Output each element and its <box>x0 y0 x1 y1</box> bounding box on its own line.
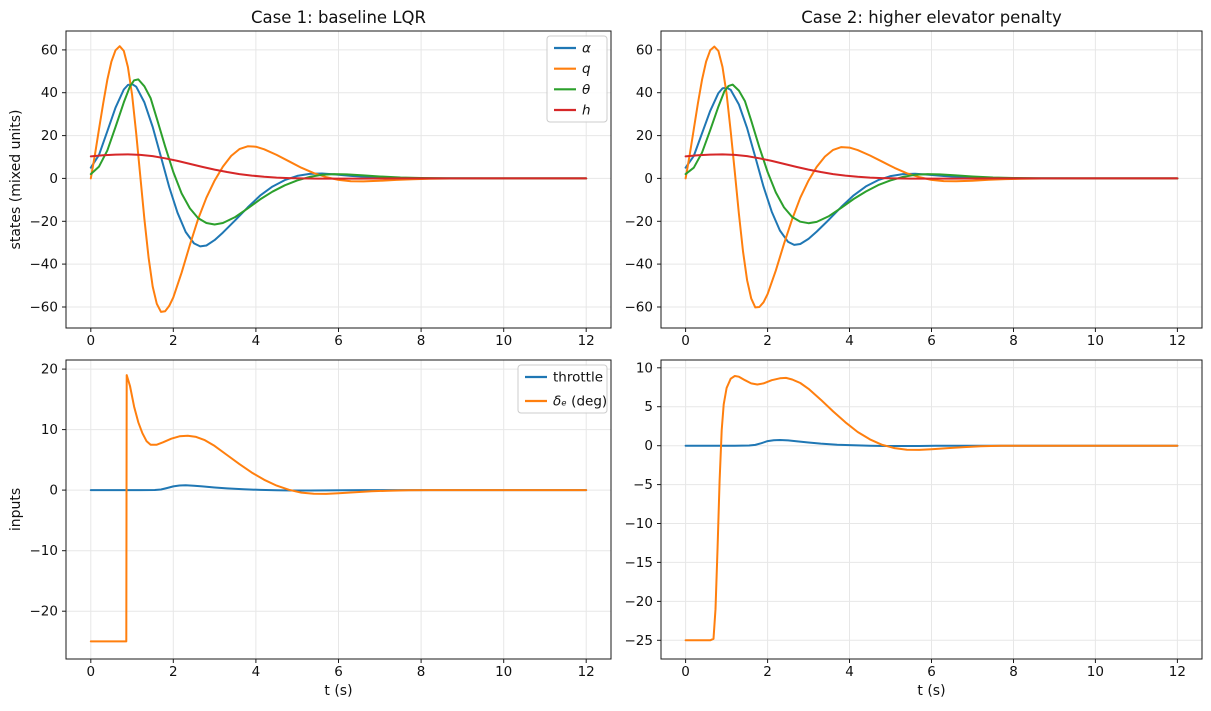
y-tick-label: 20 <box>41 128 58 144</box>
x-tick-label: 0 <box>87 664 96 680</box>
series-line-throttle <box>684 439 1179 447</box>
x-axis-label: t (s) <box>324 683 352 699</box>
x-tick-label: 10 <box>495 333 512 349</box>
legend-label-delta-e: δₑ (deg) <box>553 394 607 410</box>
series-line-delta-e <box>89 374 588 643</box>
y-tick-label: −40 <box>625 257 654 273</box>
grid <box>661 360 1202 659</box>
subplot-case2-inputs: 0 2 4 6 8 10 12 −25 −20 −15 −10 −5 0 5 10 t (s) <box>625 359 1203 699</box>
y-tick-label: 10 <box>41 422 58 438</box>
y-tick-label: −10 <box>30 543 59 559</box>
x-tick-label: 6 <box>334 664 343 680</box>
series-line-q <box>684 45 1179 309</box>
subplot-title: Case 1: baseline LQR <box>251 8 426 27</box>
y-tick-label: −15 <box>625 555 654 571</box>
y-tick-label: −60 <box>30 300 59 316</box>
series-line-delta-e <box>684 375 1179 642</box>
x-tick-label: 10 <box>1087 664 1104 680</box>
legend-box <box>546 35 608 123</box>
y-axis-label: states (mixed units) <box>8 110 24 250</box>
grid <box>66 31 611 328</box>
y-tick-label: 60 <box>41 42 58 58</box>
x-tick-label: 12 <box>1169 664 1186 680</box>
legend-label-theta: θ <box>582 82 590 98</box>
x-tick-label: 8 <box>417 333 426 349</box>
x-tick-label: 8 <box>1009 664 1018 680</box>
series-group <box>89 45 588 313</box>
x-tick-label: 6 <box>334 333 343 349</box>
series-group <box>684 45 1179 309</box>
x-tick-label: 4 <box>845 333 854 349</box>
y-tick-label: −40 <box>30 257 59 273</box>
x-tick-label: 2 <box>169 333 178 349</box>
y-tick-label: 5 <box>644 399 653 415</box>
y-tick-label: 40 <box>636 85 653 101</box>
series-line-h <box>684 153 1179 180</box>
legend-label-q: q <box>582 61 591 77</box>
x-tick-label: 10 <box>495 664 512 680</box>
y-tick-label: −20 <box>30 604 59 620</box>
legend-label-text: (deg) <box>567 394 607 410</box>
x-axis-label: t (s) <box>917 683 945 699</box>
legend-label-math: δₑ <box>553 394 567 410</box>
subplot-case2-states: 0 2 4 6 8 10 12 −60 −40 −20 0 20 40 60 Case 2: higher … <box>625 8 1203 349</box>
legend-label-throttle: throttle <box>553 370 603 386</box>
series-line-h <box>89 153 588 180</box>
legend-label-math: α <box>582 41 591 57</box>
x-tick-label: 12 <box>578 333 595 349</box>
x-tick-label: 12 <box>1169 333 1186 349</box>
x-tick-label: 2 <box>763 333 772 349</box>
y-tick-label: 40 <box>41 85 58 101</box>
x-tick-label: 8 <box>417 664 426 680</box>
legend-label-alpha: α <box>582 41 591 57</box>
x-tick-label: 0 <box>681 664 690 680</box>
y-tick-label: 0 <box>644 438 653 454</box>
y-tick-label: 0 <box>49 171 58 187</box>
legend-label-math: h <box>582 103 591 119</box>
x-tick-label: 4 <box>252 664 261 680</box>
y-tick-label: −20 <box>625 594 654 610</box>
y-tick-label: −25 <box>625 633 654 649</box>
y-tick-label: 10 <box>636 360 653 376</box>
x-tick-label: 6 <box>927 333 936 349</box>
x-tick-label: 10 <box>1087 333 1104 349</box>
y-tick-label: 60 <box>636 42 653 58</box>
y-tick-label: −20 <box>30 214 59 230</box>
x-tick-label: 8 <box>1009 333 1018 349</box>
y-tick-label: −5 <box>633 477 653 493</box>
legend-label-math: θ <box>582 82 590 98</box>
x-tick-label: 12 <box>578 664 595 680</box>
x-tick-label: 4 <box>252 333 261 349</box>
x-tick-label: 0 <box>87 333 96 349</box>
series-group <box>89 374 588 643</box>
series-line-throttle <box>89 484 588 492</box>
x-tick-label: 2 <box>763 664 772 680</box>
subplot-case1-inputs: 0 2 4 6 8 10 12 −20 −10 0 10 20 t (s) inputs throttle δ… <box>8 359 612 699</box>
y-tick-label: 20 <box>636 128 653 144</box>
y-tick-label: 20 <box>41 362 58 378</box>
x-tick-label: 4 <box>845 664 854 680</box>
y-tick-label: −10 <box>625 516 654 532</box>
series-line-theta <box>684 83 1179 225</box>
legend-label-h: h <box>582 103 591 119</box>
y-tick-label: −20 <box>625 214 654 230</box>
y-tick-label: 0 <box>644 171 653 187</box>
legend-label-math: q <box>582 61 591 77</box>
series-line-q <box>89 45 588 313</box>
series-group <box>684 375 1179 642</box>
y-tick-label: −60 <box>625 300 654 316</box>
y-axis-label: inputs <box>8 488 24 531</box>
subplot-case1-states: 0 2 4 6 8 10 12 −60 −40 −20 0 20 40 60 Case 1: baselin… <box>8 8 612 349</box>
subplot-title: Case 2: higher elevator penalty <box>801 8 1062 27</box>
y-tick-label: 0 <box>49 483 58 499</box>
x-tick-label: 2 <box>169 664 178 680</box>
legend-label-text: throttle <box>553 370 603 386</box>
x-tick-label: 0 <box>681 333 690 349</box>
x-tick-label: 6 <box>927 664 936 680</box>
series-line-theta <box>89 78 588 226</box>
